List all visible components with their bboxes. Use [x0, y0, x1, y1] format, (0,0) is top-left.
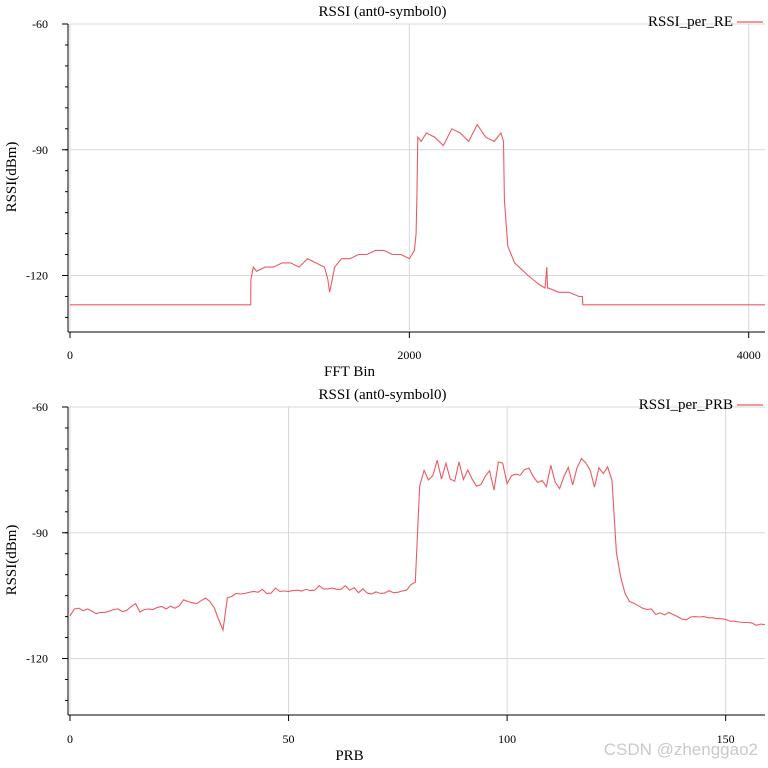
chart-re: 0 2000 4000 -60 -90 -120 RSSI_per_RE RSSI (ant0… — [4, 4, 765, 380]
x-tick-label: 0 — [67, 732, 73, 746]
watermark-text: CSDN @zhenggao2 — [603, 740, 758, 759]
x-axis-label: FFT Bin — [324, 364, 375, 380]
x-tick-label: 0 — [67, 348, 73, 362]
x-tick-label: 150 — [717, 732, 735, 746]
y-tick-label: -60 — [32, 17, 48, 31]
legend-label: RSSI_per_RE — [648, 14, 733, 30]
x-tick-label: 100 — [498, 732, 516, 746]
series-line — [69, 457, 766, 633]
chart-prb: 0 50 100 150 -60 -90 -120 RSSI_per_PRB RSSI (ant… — [4, 387, 766, 764]
y-axis-label: RSSI(dBm) — [4, 525, 20, 596]
chart-title: RSSI (ant0-symbol0) — [319, 4, 447, 20]
x-tick-label: 2000 — [397, 348, 421, 362]
x-tick-label: 4000 — [737, 348, 761, 362]
y-tick-label: -90 — [32, 526, 48, 540]
legend-label: RSSI_per_PRB — [639, 397, 733, 413]
y-tick-label: -90 — [32, 143, 48, 157]
chart-title: RSSI (ant0-symbol0) — [319, 387, 447, 403]
y-tick-label: -120 — [26, 652, 48, 666]
y-axis-label: RSSI(dBm) — [4, 142, 20, 213]
y-tick-label: -60 — [32, 400, 48, 414]
x-axis-label: PRB — [335, 748, 363, 764]
y-tick-label: -120 — [26, 269, 48, 283]
x-tick-label: 50 — [283, 732, 295, 746]
series-line — [70, 123, 765, 306]
